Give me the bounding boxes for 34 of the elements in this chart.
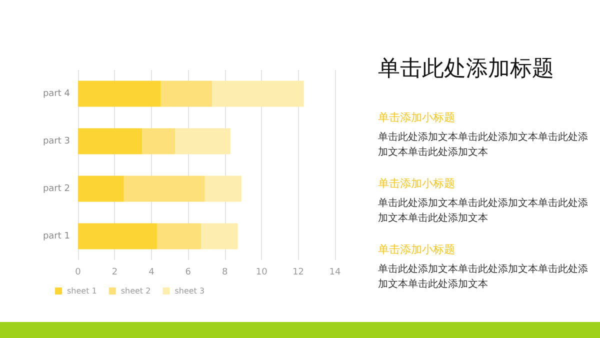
text: 单击添加小标题 bbox=[378, 243, 455, 256]
bar bbox=[175, 128, 230, 154]
bar bbox=[78, 128, 142, 154]
bar bbox=[78, 176, 124, 202]
x-tick-label: 0 bbox=[75, 268, 82, 278]
bar bbox=[200, 223, 238, 250]
y-tick-label: part 4 bbox=[42, 88, 70, 99]
y-tick-label: part 3 bbox=[42, 136, 70, 146]
bar bbox=[212, 80, 304, 107]
text: 单击此处添加文本单击此处添加文本单击此处添加文本单击此处添加文本 bbox=[378, 131, 588, 158]
y-tick-label: part 2 bbox=[42, 184, 70, 194]
text: 单击此处添加文本单击此处添加文本单击此处添加文本单击此处添加文本 bbox=[378, 197, 588, 224]
x-tick-label: 6 bbox=[185, 268, 192, 278]
legend-label: sheet 3 bbox=[174, 286, 205, 296]
bar bbox=[204, 176, 242, 202]
legend-label: sheet 2 bbox=[120, 286, 151, 296]
bar bbox=[124, 176, 205, 202]
x-tick-label: 4 bbox=[148, 268, 155, 278]
x-tick-label: 12 bbox=[292, 268, 304, 278]
text: 单击此处添加文本单击此处添加文本单击此处添加文本单击此处添加文本 bbox=[378, 263, 588, 290]
x-tick-label: 2 bbox=[112, 268, 118, 278]
bar bbox=[142, 128, 176, 154]
text: 单击添加小标题 bbox=[378, 177, 455, 190]
x-tick-label: 10 bbox=[256, 268, 268, 278]
bar bbox=[78, 223, 157, 250]
x-tick-label: 8 bbox=[222, 268, 228, 278]
y-tick-label: part 1 bbox=[42, 231, 70, 242]
bar bbox=[156, 223, 201, 250]
x-tick-label: 14 bbox=[329, 268, 341, 278]
text: 单击此处添加标题 bbox=[378, 56, 554, 82]
bar bbox=[160, 80, 212, 107]
legend-label: sheet 1 bbox=[67, 286, 97, 296]
text: 单击添加小标题 bbox=[378, 111, 455, 124]
bar bbox=[78, 80, 161, 107]
